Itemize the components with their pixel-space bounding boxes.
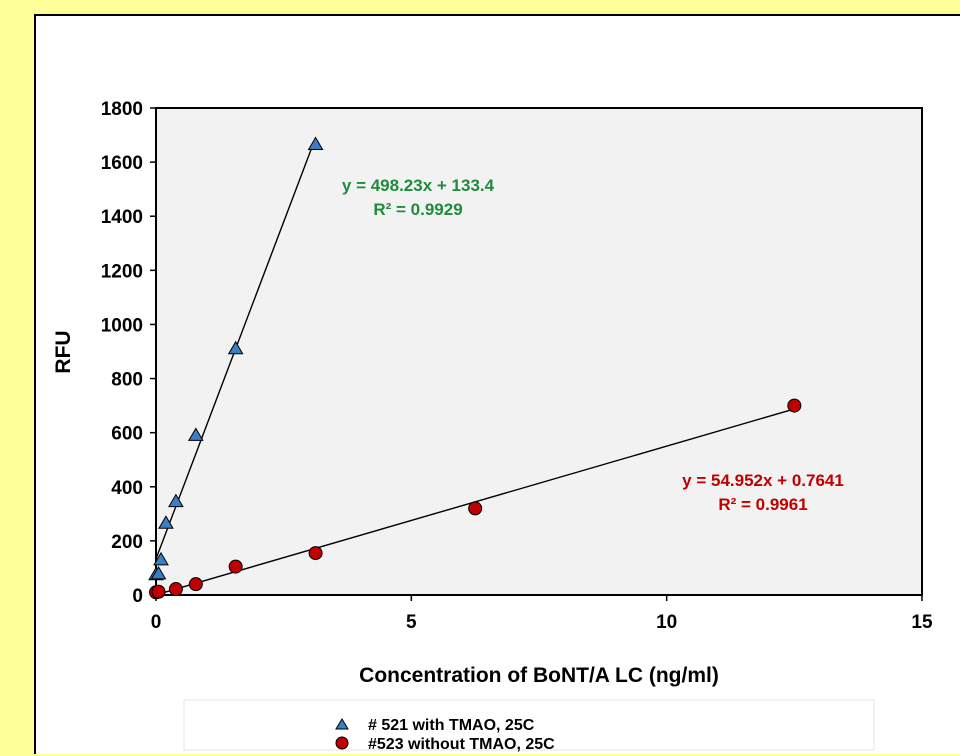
legend-triangle-marker (335, 718, 349, 730)
x-tick-label: 0 (151, 612, 162, 633)
y-tick-label: 1800 (101, 99, 143, 120)
x-axis: 0 5 10 15 (151, 595, 933, 633)
y-tick-label: 1000 (101, 315, 143, 336)
scatter-chart: 0 200 400 600 800 1000 1200 1400 1600 1800 0 5 10 15… (52, 99, 933, 753)
series-1-r-squared: R² = 0.9929 (373, 200, 462, 219)
y-tick-label: 1200 (101, 261, 143, 282)
series-2-r-squared: R² = 0.9961 (718, 495, 807, 514)
legend-entry-2: #523 without TMAO, 25C (368, 736, 555, 753)
series-1-point (227, 340, 244, 355)
legend-entry-1: # 521 with TMAO, 25C (368, 717, 535, 734)
series-2-point (468, 501, 483, 516)
series-2-point (151, 584, 166, 599)
series-1-point (168, 493, 184, 508)
legend: # 521 with TMAO, 25C #523 without TMAO, … (183, 699, 875, 753)
y-axis: 0 200 400 600 800 1000 1200 1400 1600 1800 (101, 99, 156, 607)
x-tick-label: 10 (656, 612, 677, 633)
legend-circle-marker (335, 736, 349, 750)
plot-area (155, 107, 923, 596)
series-2-point (787, 398, 802, 413)
series-1-point (150, 565, 167, 580)
y-tick-label: 800 (111, 370, 143, 391)
series-1-point (307, 136, 324, 151)
y-tick-label: 1400 (101, 207, 143, 228)
data-markers (148, 136, 802, 600)
series-1-point (187, 427, 204, 441)
x-axis-title: Concentration of BoNT/A LC (ng/ml) (359, 664, 719, 687)
chart-frame: 0 200 400 600 800 1000 1200 1400 1600 1800 0 5 10 15… (34, 14, 960, 754)
x-tick-label: 5 (406, 612, 417, 633)
y-axis-title: RFU (52, 330, 75, 373)
y-tick-label: 0 (132, 586, 143, 607)
series-1-equation: y = 498.23x + 133.4 (342, 176, 495, 195)
series-2-point (308, 546, 323, 561)
y-tick-label: 1600 (101, 153, 143, 174)
y-tick-label: 200 (111, 532, 143, 553)
series-2-point (188, 577, 203, 592)
series-2-point (168, 582, 183, 597)
series-1-point (153, 551, 169, 566)
series-2-equation: y = 54.952x + 0.7641 (682, 471, 844, 490)
y-tick-label: 400 (111, 478, 143, 499)
legend-box (183, 699, 875, 751)
y-tick-label: 600 (111, 424, 143, 445)
series-1-point (158, 515, 174, 529)
series-2-point (228, 559, 243, 574)
x-tick-label: 15 (911, 612, 933, 633)
